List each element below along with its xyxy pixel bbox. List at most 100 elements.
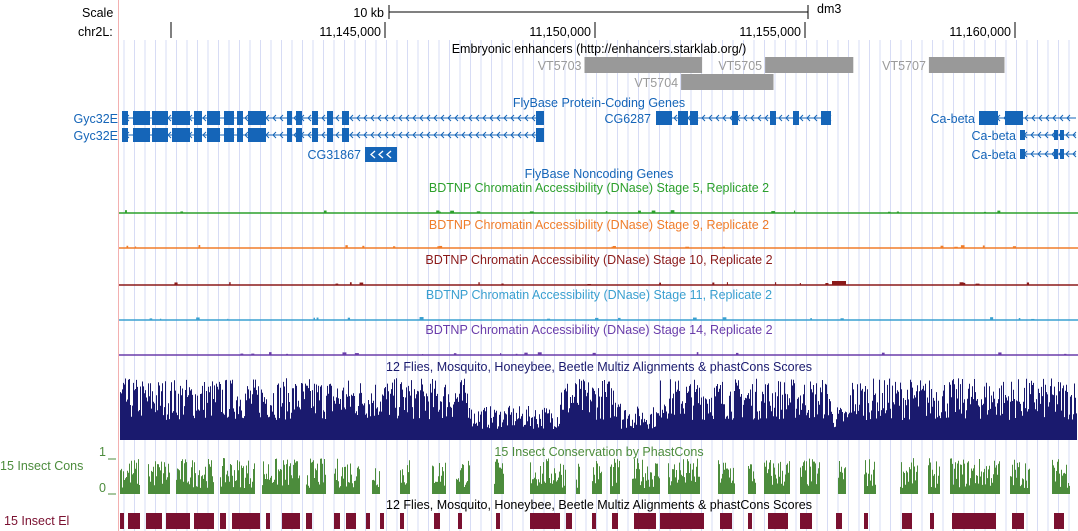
conserved-element[interactable] <box>800 513 812 529</box>
conserved-element[interactable] <box>952 513 996 529</box>
enhancer-block[interactable] <box>584 57 703 73</box>
dnase-signal <box>954 246 958 248</box>
conserved-element[interactable] <box>836 513 842 529</box>
enhancer-label[interactable]: VT5707 <box>882 59 926 73</box>
dnase-signal <box>595 317 599 320</box>
conserved-element[interactable] <box>282 513 300 529</box>
conserved-element[interactable] <box>232 513 260 529</box>
gene-label[interactable]: CG6287 <box>604 112 651 126</box>
conserved-element[interactable] <box>128 513 140 529</box>
enhancer-block[interactable] <box>765 57 854 73</box>
enhancer-label[interactable]: VT5704 <box>634 76 678 90</box>
gene-track[interactable]: FlyBase Protein-Coding Genes Gyc32E Gyc32… <box>74 96 1077 181</box>
conserved-element[interactable] <box>194 513 214 529</box>
conserved-element[interactable] <box>458 513 462 529</box>
exon <box>224 128 234 142</box>
exon <box>237 128 243 142</box>
ruler-track[interactable]: Scale chr2L: 10 kb dm3 11,145,000 11,150,… <box>78 2 1016 39</box>
conserved-element[interactable] <box>434 513 440 529</box>
conserved-element[interactable] <box>768 513 788 529</box>
gene-label[interactable]: Ca-beta <box>972 129 1017 143</box>
gene-label[interactable]: Gyc32E <box>74 112 118 126</box>
dnase-signal <box>362 245 365 248</box>
dnase-signal <box>437 246 441 248</box>
exon <box>1020 130 1025 140</box>
dnase-signal <box>349 282 352 285</box>
conserved-element[interactable] <box>1054 513 1064 529</box>
dnase-signal <box>651 210 656 213</box>
dnase-signal <box>126 245 129 248</box>
exon <box>1054 130 1058 140</box>
conserved-element[interactable] <box>266 513 270 529</box>
chrom-label: chr2L: <box>78 25 113 39</box>
enhancer-label[interactable]: VT5705 <box>718 59 762 73</box>
conserved-element[interactable] <box>146 513 162 529</box>
conserved-element[interactable] <box>366 513 370 529</box>
gene-label[interactable]: CG31867 <box>307 148 361 162</box>
enhancer-block[interactable] <box>928 57 1005 73</box>
dnase-signal <box>269 352 272 355</box>
enhancer-track[interactable]: Embryonic enhancers (http://enhancers.st… <box>452 42 1005 90</box>
gene-label[interactable]: Gyc32E <box>74 129 118 143</box>
dnase-signal <box>712 282 715 285</box>
dnase-signal <box>422 353 424 355</box>
dnase-track-title: BDTNP Chromatin Accessibility (DNase) St… <box>426 288 772 302</box>
exon <box>312 128 318 142</box>
conserved-element[interactable] <box>380 513 384 529</box>
dnase-signal <box>810 318 812 320</box>
strand-arrows <box>370 150 392 159</box>
enhancer-block[interactable] <box>681 74 774 90</box>
conserved-element[interactable] <box>496 513 500 529</box>
exon <box>194 111 202 125</box>
conserved-element[interactable] <box>902 513 912 529</box>
exon <box>122 128 128 142</box>
exon <box>327 128 333 142</box>
dnase-track-title: BDTNP Chromatin Accessibility (DNase) St… <box>429 181 769 195</box>
phastcons-left-label[interactable]: 15 Insect Cons <box>0 459 83 473</box>
conserved-element[interactable] <box>864 513 868 529</box>
conserved-element[interactable] <box>306 513 312 529</box>
conserved-element[interactable] <box>720 513 732 529</box>
dnase-signal <box>501 283 504 285</box>
enhancer-label[interactable]: VT5703 <box>538 59 582 73</box>
conserved-element[interactable] <box>660 513 704 529</box>
gene-label[interactable]: Ca-beta <box>931 112 976 126</box>
ruler-position-label: 11,145,000 <box>319 25 381 39</box>
elements-track[interactable]: 12 Flies, Mosquito, Honeybee, Beetle Mul… <box>4 498 1064 529</box>
conserved-element[interactable] <box>400 513 404 529</box>
dnase-signal <box>198 245 201 248</box>
dnase-signal <box>1012 246 1017 248</box>
phastcons-track[interactable]: 15 Insect Conservation by PhastCons 15 I… <box>0 445 1070 495</box>
dnase-signal <box>323 210 327 213</box>
exon <box>287 128 292 142</box>
dnase-tracks[interactable]: BDTNP Chromatin Accessibility (DNase) St… <box>119 181 1078 356</box>
dnase-signal <box>840 318 844 320</box>
conserved-element[interactable] <box>1012 513 1024 529</box>
conserved-element[interactable] <box>530 513 560 529</box>
exon <box>536 111 544 125</box>
conserved-element[interactable] <box>748 513 752 529</box>
exon <box>793 111 799 125</box>
exon <box>122 111 128 125</box>
elements-title: 12 Flies, Mosquito, Honeybee, Beetle Mul… <box>386 498 812 512</box>
conserved-element[interactable] <box>334 513 340 529</box>
gene-label[interactable]: Ca-beta <box>972 148 1017 162</box>
exon <box>133 111 150 125</box>
dnase-signal <box>342 352 347 355</box>
dnase-signal <box>637 210 641 213</box>
exon <box>1005 111 1023 125</box>
elements-left-label[interactable]: 15 Insect El <box>4 514 69 528</box>
conserved-element[interactable] <box>120 513 124 529</box>
conserved-element[interactable] <box>346 513 356 529</box>
conserved-element[interactable] <box>634 513 656 529</box>
multiz-track[interactable]: 12 Flies, Mosquito, Honeybee, Beetle Mul… <box>120 360 1077 440</box>
dnase-signal <box>359 282 364 285</box>
conserved-element[interactable] <box>566 513 572 529</box>
conserved-element[interactable] <box>592 513 596 529</box>
conserved-element[interactable] <box>930 513 934 529</box>
conserved-element[interactable] <box>612 513 618 529</box>
conserved-element[interactable] <box>220 513 226 529</box>
dnase-signal <box>354 353 359 355</box>
conserved-element[interactable] <box>166 513 190 529</box>
